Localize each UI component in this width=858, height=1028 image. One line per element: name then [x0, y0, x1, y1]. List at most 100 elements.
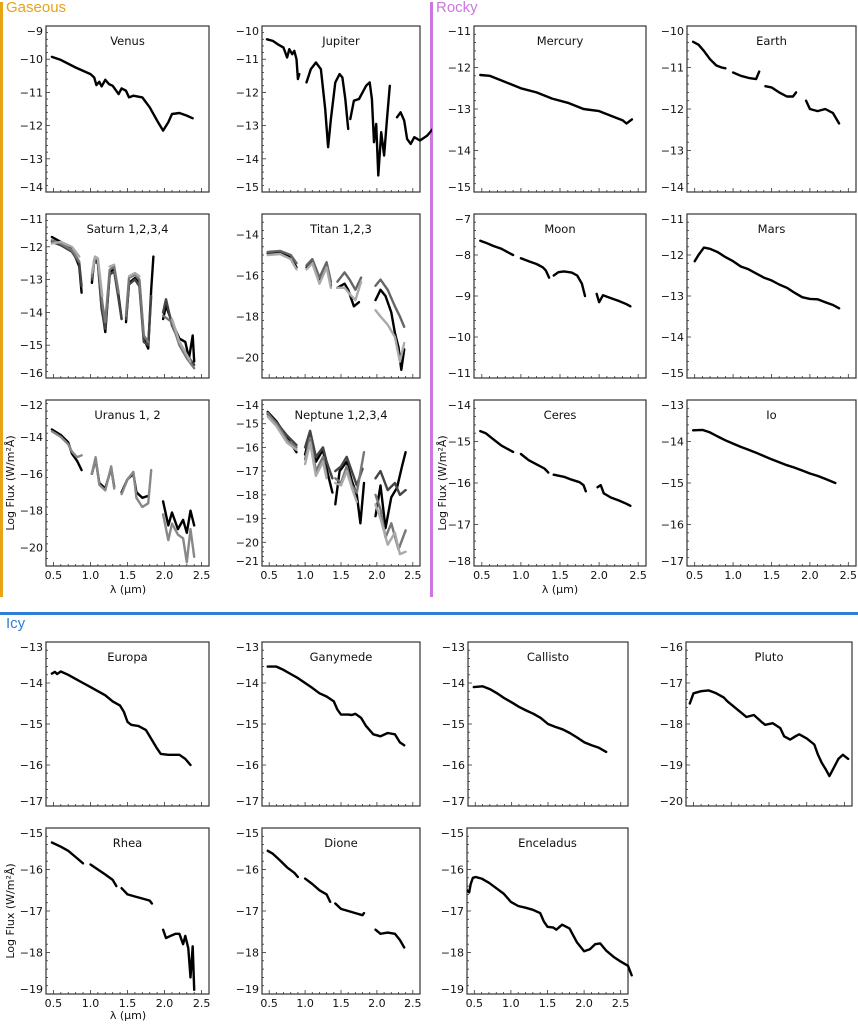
series-line-neptune-3: [266, 411, 298, 449]
panels: −9 −10 −11 −12 −13 −14 Venus −10 −11 −12 −13 −14 −15…: [20, 25, 857, 1010]
x-tick-label: 0.5: [473, 569, 491, 582]
x-tick-label: 1.0: [724, 569, 742, 582]
series-line-uranus-2: [120, 468, 153, 509]
series-line-ceres: [552, 473, 587, 493]
group-label-icy: Icy: [6, 615, 26, 632]
series-line-rhea: [89, 863, 118, 888]
series-line-callisto: [472, 685, 608, 754]
panel-jupiter: −10 −11 −12 −13 −14 −15 Jupiter: [236, 25, 432, 194]
y-tick-label: −14: [661, 436, 684, 449]
panel-title: Saturn 1,2,3,4: [87, 222, 169, 236]
x-tick-label: 2.0: [156, 997, 174, 1010]
series-line-earth: [764, 85, 798, 98]
y-tick-label: −15: [448, 436, 471, 449]
series-line-titan-3: [374, 309, 406, 363]
y-tick-label: −16: [20, 367, 43, 380]
series-line-saturn-4: [127, 271, 141, 278]
axis-labels: Log Flux (W/m²Å) Log Flux (W/m²Å) Log Flux…: [4, 435, 578, 1022]
panel-title: Mercury: [537, 34, 584, 48]
panel-title: Rhea: [113, 836, 142, 850]
y-tick-label: −12: [448, 62, 471, 75]
series-line-neptune-1: [374, 451, 407, 530]
y-tick-label: −15: [20, 339, 43, 352]
series-line-neptune-4: [266, 415, 298, 451]
x-tick-label: 2.0: [575, 997, 593, 1010]
y-tick-label: −10: [20, 53, 43, 66]
series-line-saturn-4: [90, 255, 104, 298]
y-tick-label: −19: [660, 759, 683, 772]
series-line-jupiter: [349, 81, 391, 177]
x-tick-label: 1.5: [119, 997, 137, 1010]
series-line-uranus-2: [90, 456, 116, 492]
series-line-saturn-3: [124, 273, 150, 344]
y-tick-label: −11: [448, 367, 471, 380]
panel-title: Uranus 1, 2: [94, 408, 160, 422]
y-tick-label: −20: [236, 352, 259, 365]
y-tick-label: −15: [661, 367, 684, 380]
y-tick-label: −16: [660, 641, 683, 654]
y-tick-label: −16: [442, 759, 465, 772]
panel-title: Dione: [324, 836, 357, 850]
series-line-ganymede: [266, 665, 406, 747]
series-group: [266, 849, 406, 949]
y-tick-label: −13: [20, 274, 43, 287]
panel-dione: −15 −16 −17 −18 −190.5 1.0 1.5 2.0 2.5 Dione: [236, 827, 422, 1010]
series-line-uranus-2: [161, 513, 196, 564]
y-tick-label: −14: [236, 677, 259, 690]
series-line-saturn-4: [170, 317, 192, 363]
panel-title: Pluto: [755, 650, 784, 664]
series-line-titan-2: [336, 271, 363, 291]
series-group: [50, 55, 194, 132]
series-line-rhea: [50, 841, 85, 865]
y-tick-label: −13: [661, 290, 684, 303]
y-tick-label: −19: [441, 983, 464, 996]
panel-uranus-1-2: −12 −14 −16 −18 −20 0.5 1.0 1.5 2.0 2.5 Uranus 1, …: [20, 399, 211, 582]
x-axis-label: λ (μm): [110, 1009, 146, 1022]
series-line-earth: [804, 99, 841, 125]
series-line-neptune-2: [303, 429, 334, 480]
series-group: [688, 689, 850, 778]
plot-frame: [466, 827, 629, 995]
panel-rhea: −15 −16 −17 −18 −190.5 1.0 1.5 2.0 2.5 Rhea: [20, 827, 211, 1010]
x-tick-label: 1.5: [763, 569, 781, 582]
series-group: [691, 40, 841, 125]
y-tick-label: −10: [236, 25, 259, 38]
y-tick-label: −17: [236, 905, 259, 918]
x-tick-label: 1.5: [119, 569, 137, 582]
x-axis-label: λ (μm): [110, 583, 146, 596]
series-line-earth: [691, 40, 727, 70]
series-group: [266, 665, 406, 747]
y-tick-label: −17: [236, 465, 259, 478]
x-tick-label: 0.5: [260, 997, 278, 1010]
panel-ganymede: −13 −14 −15 −16 −17 Ganymede: [236, 641, 421, 808]
panel-title: Io: [766, 408, 776, 422]
y-tick-label: −10: [448, 331, 471, 344]
panel-title: Ganymede: [310, 650, 373, 664]
series-line-io: [691, 428, 837, 485]
y-tick-label: −16: [20, 864, 43, 877]
x-axis-label: λ (μm): [542, 583, 578, 596]
plot-frame: [473, 213, 647, 379]
y-tick-label: −14: [442, 677, 465, 690]
y-tick-label: −14: [236, 153, 259, 166]
y-tick-label: −21: [236, 555, 259, 568]
series-group: [50, 670, 192, 767]
panel-callisto: −13 −14 −15 −16 −17 Callisto: [442, 641, 629, 808]
y-tick-label: −17: [442, 795, 465, 808]
y-tick-label: −20: [660, 795, 683, 808]
series-line-saturn-4: [108, 263, 116, 268]
series-line-pluto: [688, 689, 850, 778]
series-line-enceladus: [467, 875, 633, 977]
y-tick-label: −9: [455, 290, 471, 303]
y-tick-label: −15: [441, 827, 464, 840]
y-tick-label: −13: [442, 641, 465, 654]
series-line-ceres: [596, 483, 632, 507]
series-line-neptune-4: [374, 503, 407, 556]
series-line-neptune-1: [334, 460, 366, 525]
y-axis-label: Log Flux (W/m²Å): [4, 435, 17, 530]
y-tick-label: −18: [236, 947, 259, 960]
series-line-moon: [479, 239, 515, 257]
icy-divider: [0, 612, 858, 615]
y-tick-label: −13: [236, 120, 259, 133]
